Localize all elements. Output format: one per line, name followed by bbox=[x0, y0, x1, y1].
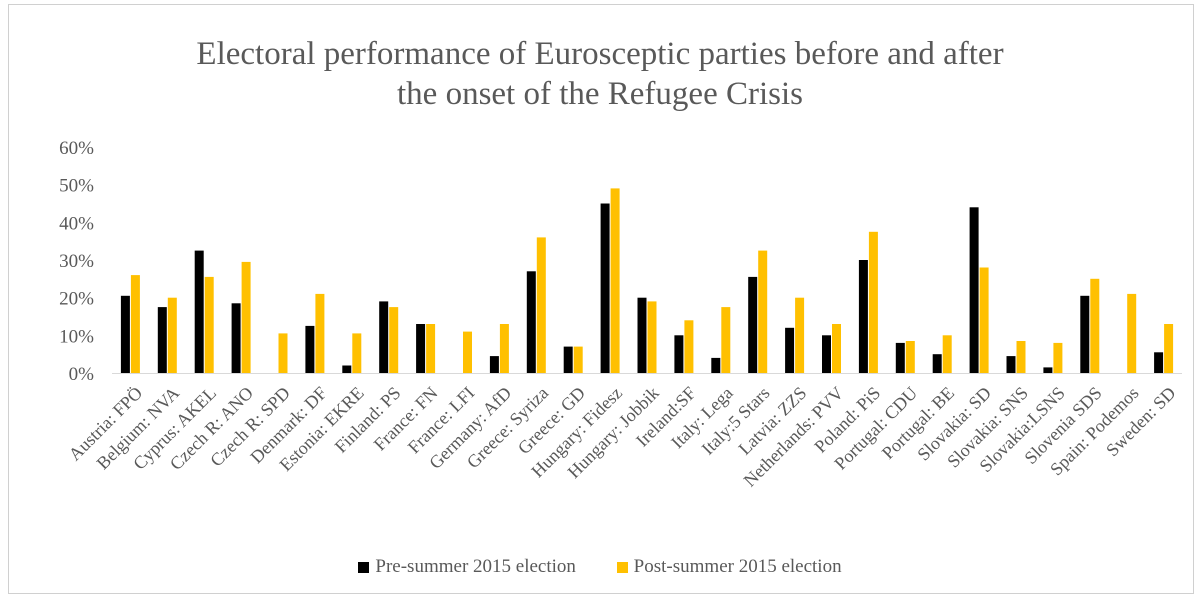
bar-pre bbox=[858, 260, 868, 373]
y-tick-label: 60% bbox=[59, 138, 94, 159]
bar-pre bbox=[674, 335, 684, 373]
y-axis-tick-labels: 0% 10% 20% 30% 40% 50% 60% bbox=[59, 138, 94, 385]
bar-post bbox=[426, 324, 436, 373]
bar-pre bbox=[120, 295, 130, 373]
bar-pre bbox=[194, 250, 204, 373]
bar-post bbox=[389, 307, 399, 373]
bar-post bbox=[204, 276, 214, 373]
bar-pre bbox=[785, 327, 795, 373]
bar-post bbox=[463, 331, 472, 373]
bar-post bbox=[1127, 293, 1137, 373]
legend-swatch-pre bbox=[358, 561, 370, 573]
y-tick-label: 0% bbox=[69, 364, 95, 385]
legend: Pre-summer 2015 election Post-summer 201… bbox=[0, 556, 1200, 579]
bar-post bbox=[684, 320, 694, 373]
bar-pre bbox=[600, 203, 610, 373]
bar-post bbox=[167, 297, 177, 373]
y-tick-label: 20% bbox=[59, 289, 94, 310]
bar-pre bbox=[231, 303, 241, 373]
bar-pre bbox=[489, 356, 499, 373]
chart-title-line-2: the onset of the Refugee Crisis bbox=[397, 76, 803, 112]
bar-post bbox=[832, 324, 841, 373]
legend-swatch-post bbox=[616, 561, 628, 573]
bars bbox=[120, 188, 1174, 374]
bar-pre bbox=[1080, 295, 1090, 373]
bar-post bbox=[610, 188, 620, 373]
legend-item-post: Post-summer 2015 election bbox=[616, 556, 842, 578]
bar-pre bbox=[379, 301, 389, 373]
y-tick-label: 10% bbox=[59, 326, 94, 347]
bar-pre bbox=[157, 307, 167, 373]
bar-post bbox=[573, 346, 583, 373]
y-tick-label: 40% bbox=[59, 213, 94, 234]
bar-pre bbox=[1006, 356, 1016, 373]
bar-pre bbox=[932, 354, 942, 373]
bar-post bbox=[1053, 342, 1063, 373]
bar-post bbox=[795, 297, 805, 373]
legend-label-pre: Pre-summer 2015 election bbox=[375, 556, 576, 577]
bar-post bbox=[315, 293, 325, 373]
bar-pre bbox=[416, 324, 426, 373]
bar-post bbox=[758, 250, 768, 373]
bar-post bbox=[499, 324, 509, 373]
chart-title: Electoral performance of Eurosceptic par… bbox=[0, 34, 1200, 114]
bar-post bbox=[868, 231, 878, 374]
bar-post bbox=[241, 261, 251, 373]
bar-post bbox=[130, 275, 140, 373]
bar-post bbox=[1090, 278, 1100, 373]
bar-post bbox=[278, 333, 288, 373]
legend-label-post: Post-summer 2015 election bbox=[633, 556, 842, 577]
y-tick-label: 50% bbox=[59, 176, 94, 197]
bar-pre bbox=[969, 207, 979, 373]
bar-pre bbox=[895, 342, 905, 373]
chart-title-line-1: Electoral performance of Eurosceptic par… bbox=[196, 36, 1004, 72]
bar-pre bbox=[563, 346, 573, 373]
bar-post bbox=[979, 267, 989, 373]
bar-post bbox=[905, 341, 915, 373]
bar-pre bbox=[526, 271, 536, 373]
bar-pre bbox=[305, 325, 315, 373]
bar-pre bbox=[342, 365, 352, 373]
bar-post bbox=[1016, 341, 1026, 373]
legend-item-pre: Pre-summer 2015 election bbox=[358, 556, 576, 578]
bar-post bbox=[536, 237, 546, 373]
bar-post bbox=[942, 335, 952, 373]
y-tick-label: 30% bbox=[59, 251, 94, 272]
bar-post bbox=[1164, 324, 1174, 373]
bar-pre bbox=[1043, 367, 1053, 373]
bar-pre bbox=[711, 357, 721, 373]
bar-pre bbox=[822, 335, 831, 373]
bar-pre bbox=[1154, 352, 1164, 373]
bar-post bbox=[721, 307, 731, 373]
bar-pre bbox=[637, 297, 647, 373]
bar-post bbox=[647, 301, 657, 373]
bar-pre bbox=[748, 276, 758, 373]
bar-post bbox=[352, 333, 362, 373]
